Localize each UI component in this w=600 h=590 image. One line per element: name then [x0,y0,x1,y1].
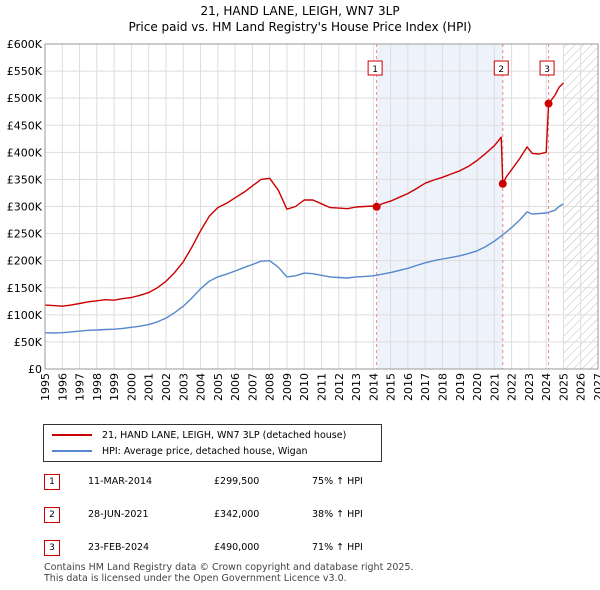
legend-swatch-property [52,434,92,436]
sale-row: 2 28-JUN-2021 £342,000 38% ↑ HPI [44,507,444,525]
plot-frame [44,43,599,370]
x-tick-label: 2012 [333,373,346,401]
price-chart: 1 2 3 £0 £50K £100K £150K £200K £250K £300K £350K… [7,38,600,401]
sale-row: 3 23-FEB-2024 £490,000 71% ↑ HPI [44,540,444,558]
chart-legend: 21, HAND LANE, LEIGH, WN7 3LP (detached … [43,424,382,462]
sale-price: £490,000 [214,542,260,553]
x-tick-label: 2015 [385,373,398,401]
x-tick-label: 2022 [506,373,519,401]
sale-row: 1 11-MAR-2014 £299,500 75% ↑ HPI [44,474,444,492]
hpi-line [44,203,564,334]
x-tick-label: 2024 [540,373,553,401]
x-tick-label: 2010 [298,373,311,401]
x-tick-label: 2017 [419,373,432,401]
sale-label: 3 [544,65,550,75]
sale-point [544,99,553,108]
chart-title: 21, HAND LANE, LEIGH, WN7 3LP [200,4,400,18]
y-tick-label: £400K [7,146,43,159]
x-tick-label: 1995 [39,373,52,401]
sale-point [372,202,381,211]
y-tick-label: £50K [14,336,43,349]
x-tick-label: 2009 [281,373,294,401]
x-tick-label: 2008 [264,373,277,401]
y-tick-label: £350K [7,173,43,186]
legend-item-hpi: HPI: Average price, detached house, Wiga… [52,444,308,458]
x-tick-label: 2027 [592,373,600,401]
x-tick-label: 1996 [56,373,69,401]
legend-label-hpi: HPI: Average price, detached house, Wiga… [102,445,308,457]
footer: Contains HM Land Registry data © Crown c… [44,562,414,584]
x-tick-label: 1999 [108,373,121,401]
legend-label-property: 21, HAND LANE, LEIGH, WN7 3LP (detached … [102,429,347,441]
y-tick-label: £550K [7,65,43,78]
x-tick-label: 1998 [91,373,104,401]
x-tick-label: 2019 [454,373,467,401]
x-tick-label: 2000 [125,373,138,401]
x-tick-label: 2003 [177,373,190,401]
x-tick-label: 2014 [367,373,380,401]
y-tick-label: £600K [7,38,43,51]
y-tick-label: £250K [7,228,43,241]
sale-badge: 1 [44,474,60,490]
x-tick-label: 1997 [74,373,87,401]
x-tick-label: 2018 [436,373,449,401]
x-tick-label: 2005 [212,373,225,401]
x-tick-label: 2013 [350,373,363,401]
sale-date: 23-FEB-2024 [88,542,150,553]
sale-label-box [493,60,509,76]
sale-price: £299,500 [214,476,260,487]
y-tick-label: £100K [7,309,43,322]
x-tick-label: 2020 [471,373,484,401]
sale-hpi-change: 75% ↑ HPI [312,476,363,487]
x-tick-label: 2006 [229,373,242,401]
x-tick-label: 2004 [195,373,208,401]
x-tick-label: 2026 [575,373,588,401]
sale-label: 1 [372,65,378,75]
sale-hpi-change: 38% ↑ HPI [312,509,363,520]
x-tick-label: 2007 [246,373,259,401]
chart-subtitle: Price paid vs. HM Land Registry's House … [128,20,472,34]
x-tick-label: 2001 [143,373,156,401]
y-tick-label: £150K [7,282,43,295]
sale-label-box [367,60,383,76]
sale-price: £342,000 [214,509,260,520]
x-tick-label: 2016 [402,373,415,401]
sale-hpi-change: 71% ↑ HPI [312,542,363,553]
sale-date: 28-JUN-2021 [88,509,149,520]
y-tick-label: £0 [28,363,42,376]
footer-license: This data is licensed under the Open Gov… [44,573,347,584]
y-tick-label: £200K [7,255,43,268]
sale-label-box [539,60,555,76]
sale-badge: 2 [44,507,60,523]
sale-badge: 3 [44,540,60,556]
x-tick-label: 2002 [160,373,173,401]
x-tick-label: 2023 [523,373,536,401]
y-tick-label: £500K [7,92,43,105]
footer-copyright: Contains HM Land Registry data © Crown c… [44,562,414,573]
x-tick-label: 2011 [316,373,329,401]
x-tick-label: 2021 [488,373,501,401]
legend-swatch-hpi [52,450,92,452]
sale-label: 2 [498,65,504,75]
legend-item-property: 21, HAND LANE, LEIGH, WN7 3LP (detached … [52,428,346,442]
sale-date: 11-MAR-2014 [88,476,153,487]
y-tick-label: £300K [7,201,43,214]
y-tick-label: £450K [7,119,43,132]
x-tick-label: 2025 [557,373,570,401]
sale-point [498,179,507,188]
